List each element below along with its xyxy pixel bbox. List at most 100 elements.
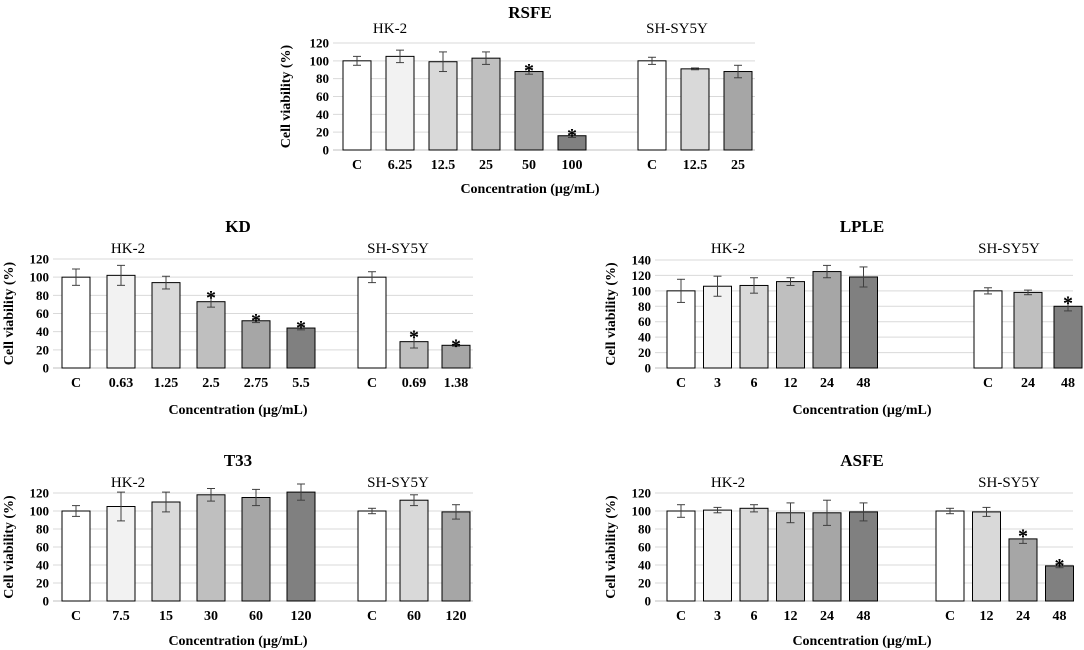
bar [241,497,271,602]
y-tick-label: 40 [316,107,329,122]
x-tick-label: C [367,376,377,391]
x-tick-label: 25 [479,158,493,173]
bar [428,61,458,151]
y-tick-label: 20 [316,125,329,140]
y-tick-label: 20 [36,576,49,591]
x-tick-label: C [647,158,657,173]
cell-line-label: HK-2 [711,241,745,257]
x-tick-label: C [945,609,955,624]
x-tick-label: 48 [1053,609,1067,624]
x-tick-label: 3 [714,376,721,391]
bar [441,511,471,602]
chart-title: ASFE [840,451,883,470]
bar [241,320,271,369]
x-tick-label: 30 [204,609,218,624]
y-tick-label: 80 [316,71,329,86]
x-tick-label: 24 [1021,376,1035,391]
y-tick-label: 100 [30,270,50,285]
x-tick-label: 60 [407,609,421,624]
x-tick-label: C [352,158,362,173]
bar [776,512,805,602]
significance-marker: * [524,60,534,82]
y-tick-label: 20 [638,576,651,591]
cell-line-label: SH-SY5Y [367,475,429,491]
bar [196,494,226,602]
bar [812,271,842,369]
x-tick-label: 12.5 [683,158,708,173]
x-tick-label: C [676,376,686,391]
y-tick-label: 0 [323,143,330,158]
x-tick-label: 12 [784,376,798,391]
x-tick-label: 12.5 [431,158,456,173]
x-tick-label: 120 [291,609,312,624]
bar [61,276,91,369]
bar [1008,538,1038,602]
bar [723,71,753,151]
x-tick-label: 7.5 [112,609,130,624]
x-tick-label: C [676,609,686,624]
bar [739,284,769,369]
y-tick-label: 120 [632,268,652,283]
bar [357,510,387,602]
x-tick-label: 0.69 [402,376,427,391]
y-tick-label: 120 [310,36,330,51]
x-tick-label: 6.25 [388,158,413,173]
y-tick-label: 40 [638,558,651,573]
cell-line-label: HK-2 [111,475,145,491]
bar [385,55,415,151]
x-tick-label: 48 [857,376,871,391]
x-tick-label: 15 [159,609,173,624]
y-tick-label: 0 [645,594,652,609]
bar [286,491,316,602]
bar [471,57,501,151]
x-tick-label: 2.75 [244,376,269,391]
bar [739,507,769,602]
y-tick-label: 80 [36,288,49,303]
bar [1053,305,1083,369]
bar [973,290,1003,369]
cell-line-label: HK-2 [111,241,145,257]
significance-marker: * [451,335,461,357]
x-tick-label: 12 [784,609,798,624]
significance-marker: * [206,287,216,309]
y-tick-label: 80 [638,299,651,314]
x-axis-label: Concentration (µg/mL) [792,403,931,418]
bar [666,290,696,369]
significance-marker: * [1063,293,1073,315]
cell-line-label: SH-SY5Y [978,241,1040,257]
significance-marker: * [1055,555,1065,577]
x-tick-label: 100 [562,158,583,173]
y-tick-label: 40 [36,324,49,339]
y-tick-label: 140 [632,253,652,268]
x-tick-label: 6 [751,376,758,391]
x-tick-label: C [983,376,993,391]
chart-panel-t33: 0 20 40 60 80 100 120 T33 Cell viability (%) Conc… [2,451,473,649]
x-axis-label: Concentration (µg/mL) [792,634,931,649]
bar [703,509,732,602]
y-tick-label: 80 [638,522,651,537]
y-tick-label: 60 [638,314,651,329]
y-tick-label: 100 [632,504,652,519]
chart-title: RSFE [508,3,551,22]
y-tick-label: 100 [632,283,652,298]
y-tick-label: 40 [638,330,651,345]
x-tick-label: 1.38 [444,376,469,391]
chart-panel-kd: 0 20 40 60 80 100 120 KD Cell viability (%) Conce… [2,217,473,418]
bar [776,281,805,369]
y-tick-label: 40 [36,558,49,573]
x-axis-label: Concentration (µg/mL) [460,182,599,197]
y-tick-label: 100 [30,504,50,519]
chart-title: LPLE [840,217,884,236]
bar [637,60,667,151]
x-tick-label: C [71,376,81,391]
y-axis-label: Cell viability (%) [2,495,17,599]
y-axis-label: Cell viability (%) [279,44,294,148]
x-tick-label: 5.5 [292,376,310,391]
chart-panel-asfe: 0 20 40 60 80 100 120 ASFE Cell viability (%) Con… [604,451,1074,649]
bar [849,511,878,602]
y-tick-label: 0 [43,361,50,376]
bar [151,282,181,369]
bar [514,71,544,151]
